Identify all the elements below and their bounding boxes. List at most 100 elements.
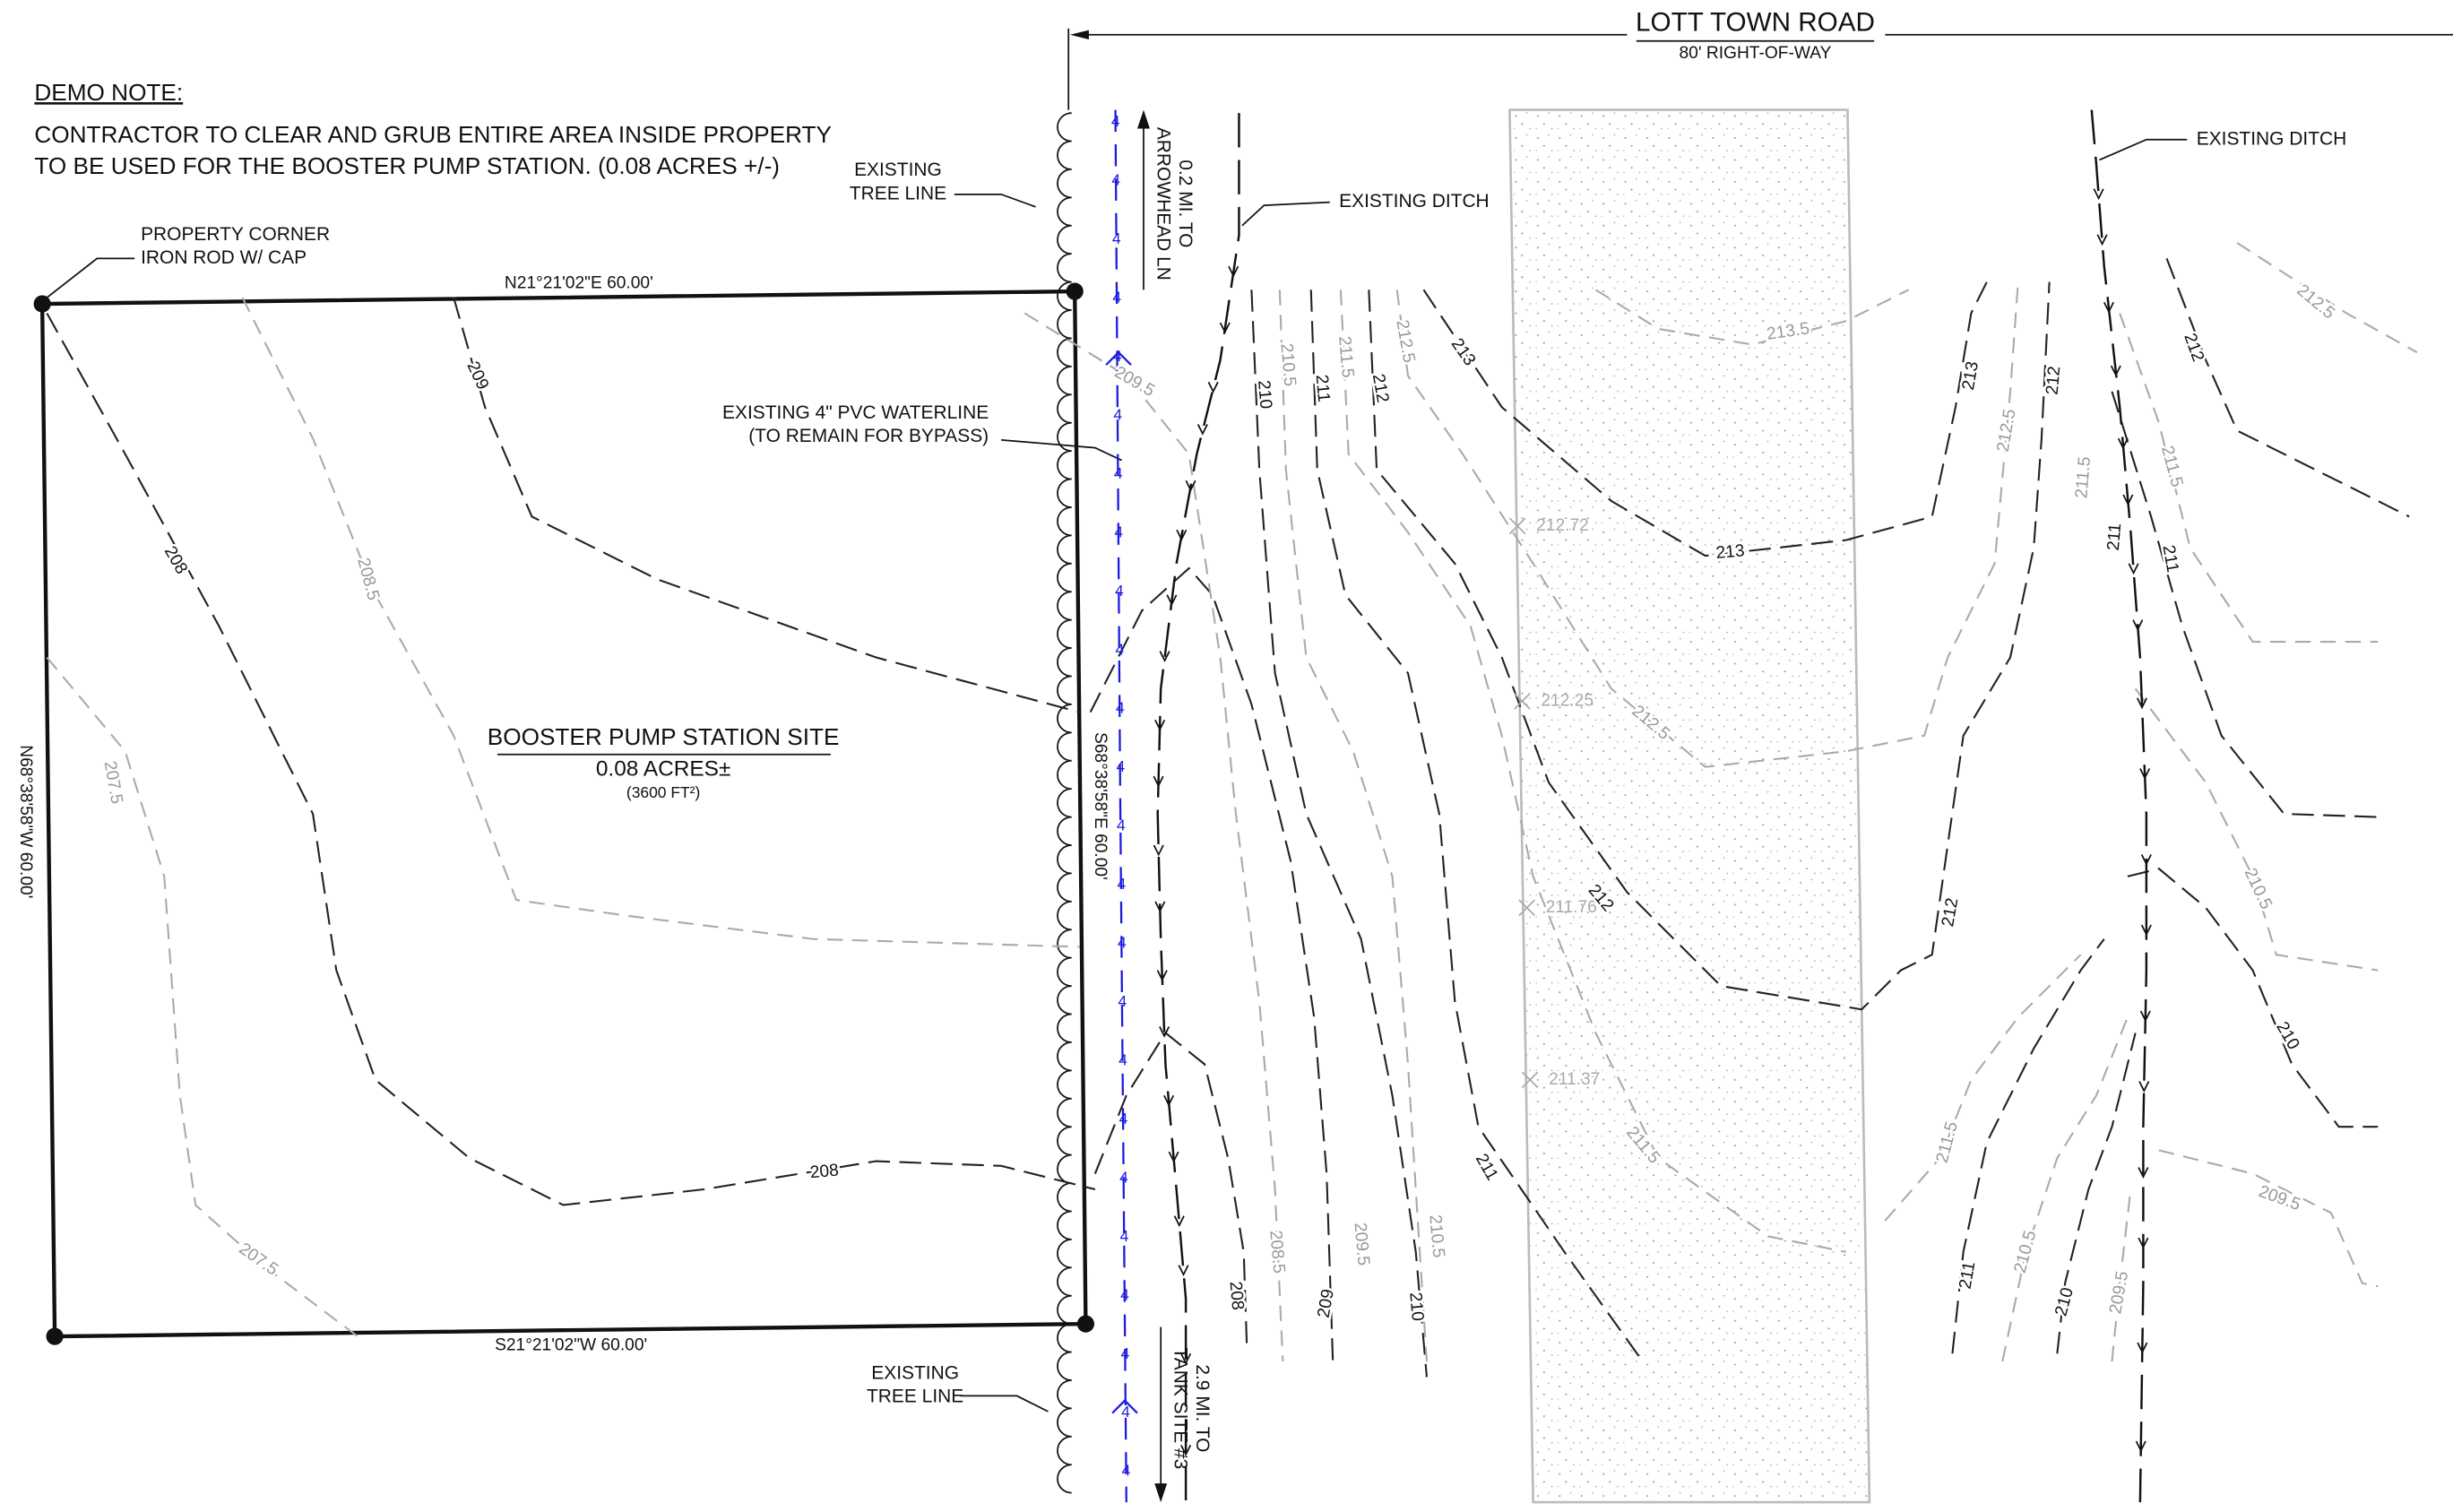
contour-line — [1951, 938, 2105, 1354]
contour-line — [1278, 289, 1428, 1362]
spot-elevation: 212.25 — [1541, 691, 1594, 710]
contour-line — [46, 313, 1096, 1206]
dimension-arrow — [1069, 30, 1089, 40]
contour-line — [1395, 281, 2019, 768]
waterline-label: 4 — [1121, 1344, 1130, 1362]
property-boundary — [39, 289, 1088, 1339]
waterline — [1114, 109, 1127, 1503]
ditch-flow-mark — [1153, 844, 1164, 857]
ditch-flow-mark — [2135, 1440, 2146, 1453]
ditch-flow-mark — [1166, 594, 1178, 607]
leader-line — [1001, 439, 1122, 462]
ditch-flow-mark — [2103, 301, 2114, 314]
ditch-flow-mark — [1154, 901, 1166, 913]
contour-line — [2119, 313, 2379, 644]
ditch-flow-mark — [1173, 1215, 1185, 1228]
waterline-label: 4 — [1111, 112, 1120, 130]
contour-label: 211.5 — [2072, 456, 2095, 499]
waterline-label: 4 — [1118, 875, 1127, 893]
ditch-flow-mark — [2137, 1342, 2148, 1354]
contour-line — [2111, 391, 2379, 818]
callout-text: PROPERTY CORNER — [141, 224, 330, 245]
waterline-label: 4 — [1114, 523, 1123, 540]
waterline-label: 4 — [1116, 757, 1125, 775]
spot-elevation: 211.37 — [1549, 1070, 1600, 1089]
contour-label: 207.5 — [100, 760, 126, 806]
contour-line — [46, 656, 361, 1339]
ditch-flow-mark — [2093, 188, 2104, 201]
ditch-flow-mark — [2132, 619, 2144, 632]
contour-label: 210 — [2272, 1019, 2302, 1053]
contour-line — [2165, 258, 2410, 518]
bearing-label: S68°38'58"E 60.00' — [1091, 732, 1110, 880]
ditch-flow-mark — [1154, 719, 1166, 731]
contour-line — [2158, 1149, 2379, 1288]
ditch-line — [1156, 113, 1240, 1503]
contour-label: 211 — [1472, 1151, 1501, 1184]
callout-text: EXISTING DITCH — [2197, 128, 2347, 149]
road-right-of-way: 80' RIGHT-OF-WAY — [1680, 44, 1832, 63]
leader-line — [954, 193, 1036, 208]
contour-line — [1250, 289, 1428, 1378]
ditch-flow-mark — [1228, 265, 1239, 278]
arrowhead — [1137, 109, 1150, 129]
ditch-line — [2090, 109, 2148, 1503]
arrowhead — [1154, 1483, 1168, 1503]
road-pavement — [1508, 108, 1871, 1504]
demo-note-title: DEMO NOTE: — [34, 79, 183, 106]
ditch-flow-mark — [2138, 1081, 2150, 1093]
contour-label: 211 — [2104, 523, 2126, 551]
property-corner — [33, 295, 51, 313]
ditch-flow-mark — [2140, 924, 2152, 937]
bearing-label: N68°38'58"W 60.00' — [16, 745, 35, 898]
tree-line — [1057, 112, 1072, 1494]
contour-line — [1309, 289, 1644, 1362]
ditch-flow-mark — [1159, 1026, 1170, 1038]
callout-text: TREE LINE — [867, 1387, 963, 1407]
contour-label: 212 — [1939, 896, 1962, 928]
waterline-label: 4 — [1115, 640, 1124, 658]
leader-line — [960, 1395, 1049, 1413]
site-area-sqft: (3600 FT²) — [626, 783, 700, 801]
waterline-label: 4 — [1122, 1462, 1131, 1480]
flow-arrow — [1111, 1399, 1138, 1414]
contour-label: 212.5 — [1392, 318, 1418, 364]
contour-label: 213 — [1715, 541, 1746, 563]
contour-line — [241, 297, 1080, 948]
spot-elevation-mark — [1521, 1071, 1539, 1089]
contour-label: 210 — [2051, 1285, 2077, 1318]
spot-elevation-mark — [1518, 899, 1535, 917]
ditch-flow-mark — [1168, 1151, 1179, 1163]
waterline-label: 4 — [1119, 1168, 1128, 1186]
ditch-flow-mark — [1176, 529, 1188, 541]
contour-line — [1093, 1031, 1248, 1346]
ditch-flow-mark — [2136, 697, 2148, 710]
contour-label: 210 — [1254, 379, 1275, 410]
contour-line — [2056, 1032, 2137, 1354]
ditch-flow-mark — [1159, 651, 1170, 662]
waterline-label: 4 — [1119, 1050, 1127, 1068]
ditch-flow-mark — [1156, 970, 1168, 982]
waterline-label: 4 — [1117, 816, 1126, 834]
contour-label: 211.5 — [1933, 1119, 1962, 1164]
bearing-label: S21°21'02"W 60.00' — [495, 1336, 647, 1355]
waterline-label: 4 — [1112, 229, 1121, 247]
contour-line — [1884, 954, 2082, 1222]
contour-label: 211 — [1312, 374, 1334, 402]
ditch-flow-mark — [2139, 768, 2151, 780]
property-corner — [1076, 1315, 1095, 1333]
contour-label: 210 — [1405, 1292, 1427, 1322]
callout-text: EXISTING — [854, 160, 942, 180]
contour-line — [1368, 281, 2051, 1011]
callout-text: EXISTING 4" PVC WATERLINE — [722, 402, 989, 423]
road-name: LOTT TOWN ROAD — [1636, 7, 1875, 37]
contour-label: 208.5 — [1265, 1230, 1288, 1274]
contour-label: 212 — [2180, 331, 2207, 364]
contour-line — [453, 297, 1080, 713]
direction-text: 0.2 MI. TO — [1175, 160, 1196, 247]
spot-elevation-mark — [1514, 693, 1531, 710]
contour-label: 210.5 — [1276, 342, 1299, 387]
waterline-label: 4 — [1119, 992, 1127, 1010]
ditch-flow-mark — [2117, 437, 2129, 450]
